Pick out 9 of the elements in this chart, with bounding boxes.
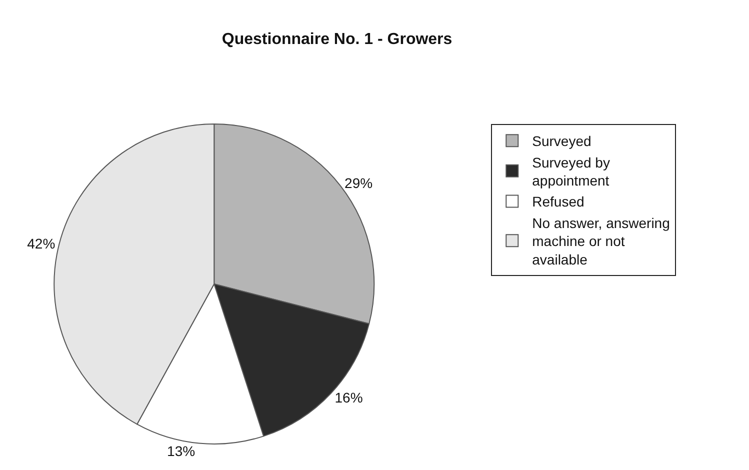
legend-label: Surveyed (532, 133, 592, 150)
legend-label: Refused (532, 194, 584, 210)
legend-label: No answer, answering machine or not available (532, 214, 670, 268)
data-label: 29% (344, 174, 373, 191)
data-label: 13% (167, 443, 196, 460)
legend-label: Surveyed by appointment (532, 154, 610, 188)
data-label: 16% (334, 389, 363, 406)
data-label: 42% (27, 236, 56, 252)
chart-title: Questionnaire No. 1 - Growers (222, 31, 452, 48)
